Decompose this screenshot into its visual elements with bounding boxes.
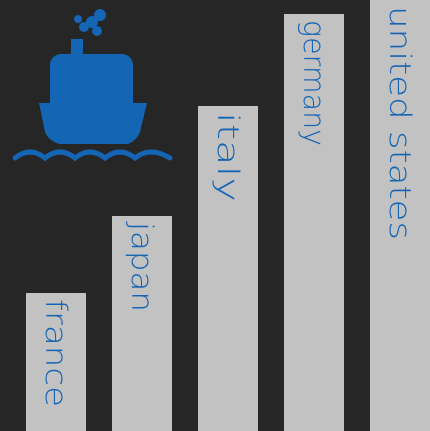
category-label-germany: germany (297, 20, 331, 146)
category-label-france: france (39, 299, 73, 407)
bars-layer (26, 0, 430, 431)
category-label-italy: italy (211, 112, 245, 202)
bar-italy (198, 106, 258, 431)
ship-icon (12, 9, 173, 162)
category-labels-layer: france japan italy germany united states (39, 6, 417, 407)
category-label-japan: japan (125, 221, 159, 312)
bar-france (26, 293, 86, 431)
bar-united-states (370, 0, 430, 431)
bar-japan (112, 216, 172, 431)
bar-germany (284, 14, 344, 431)
category-label-united-states: united states (383, 6, 417, 240)
